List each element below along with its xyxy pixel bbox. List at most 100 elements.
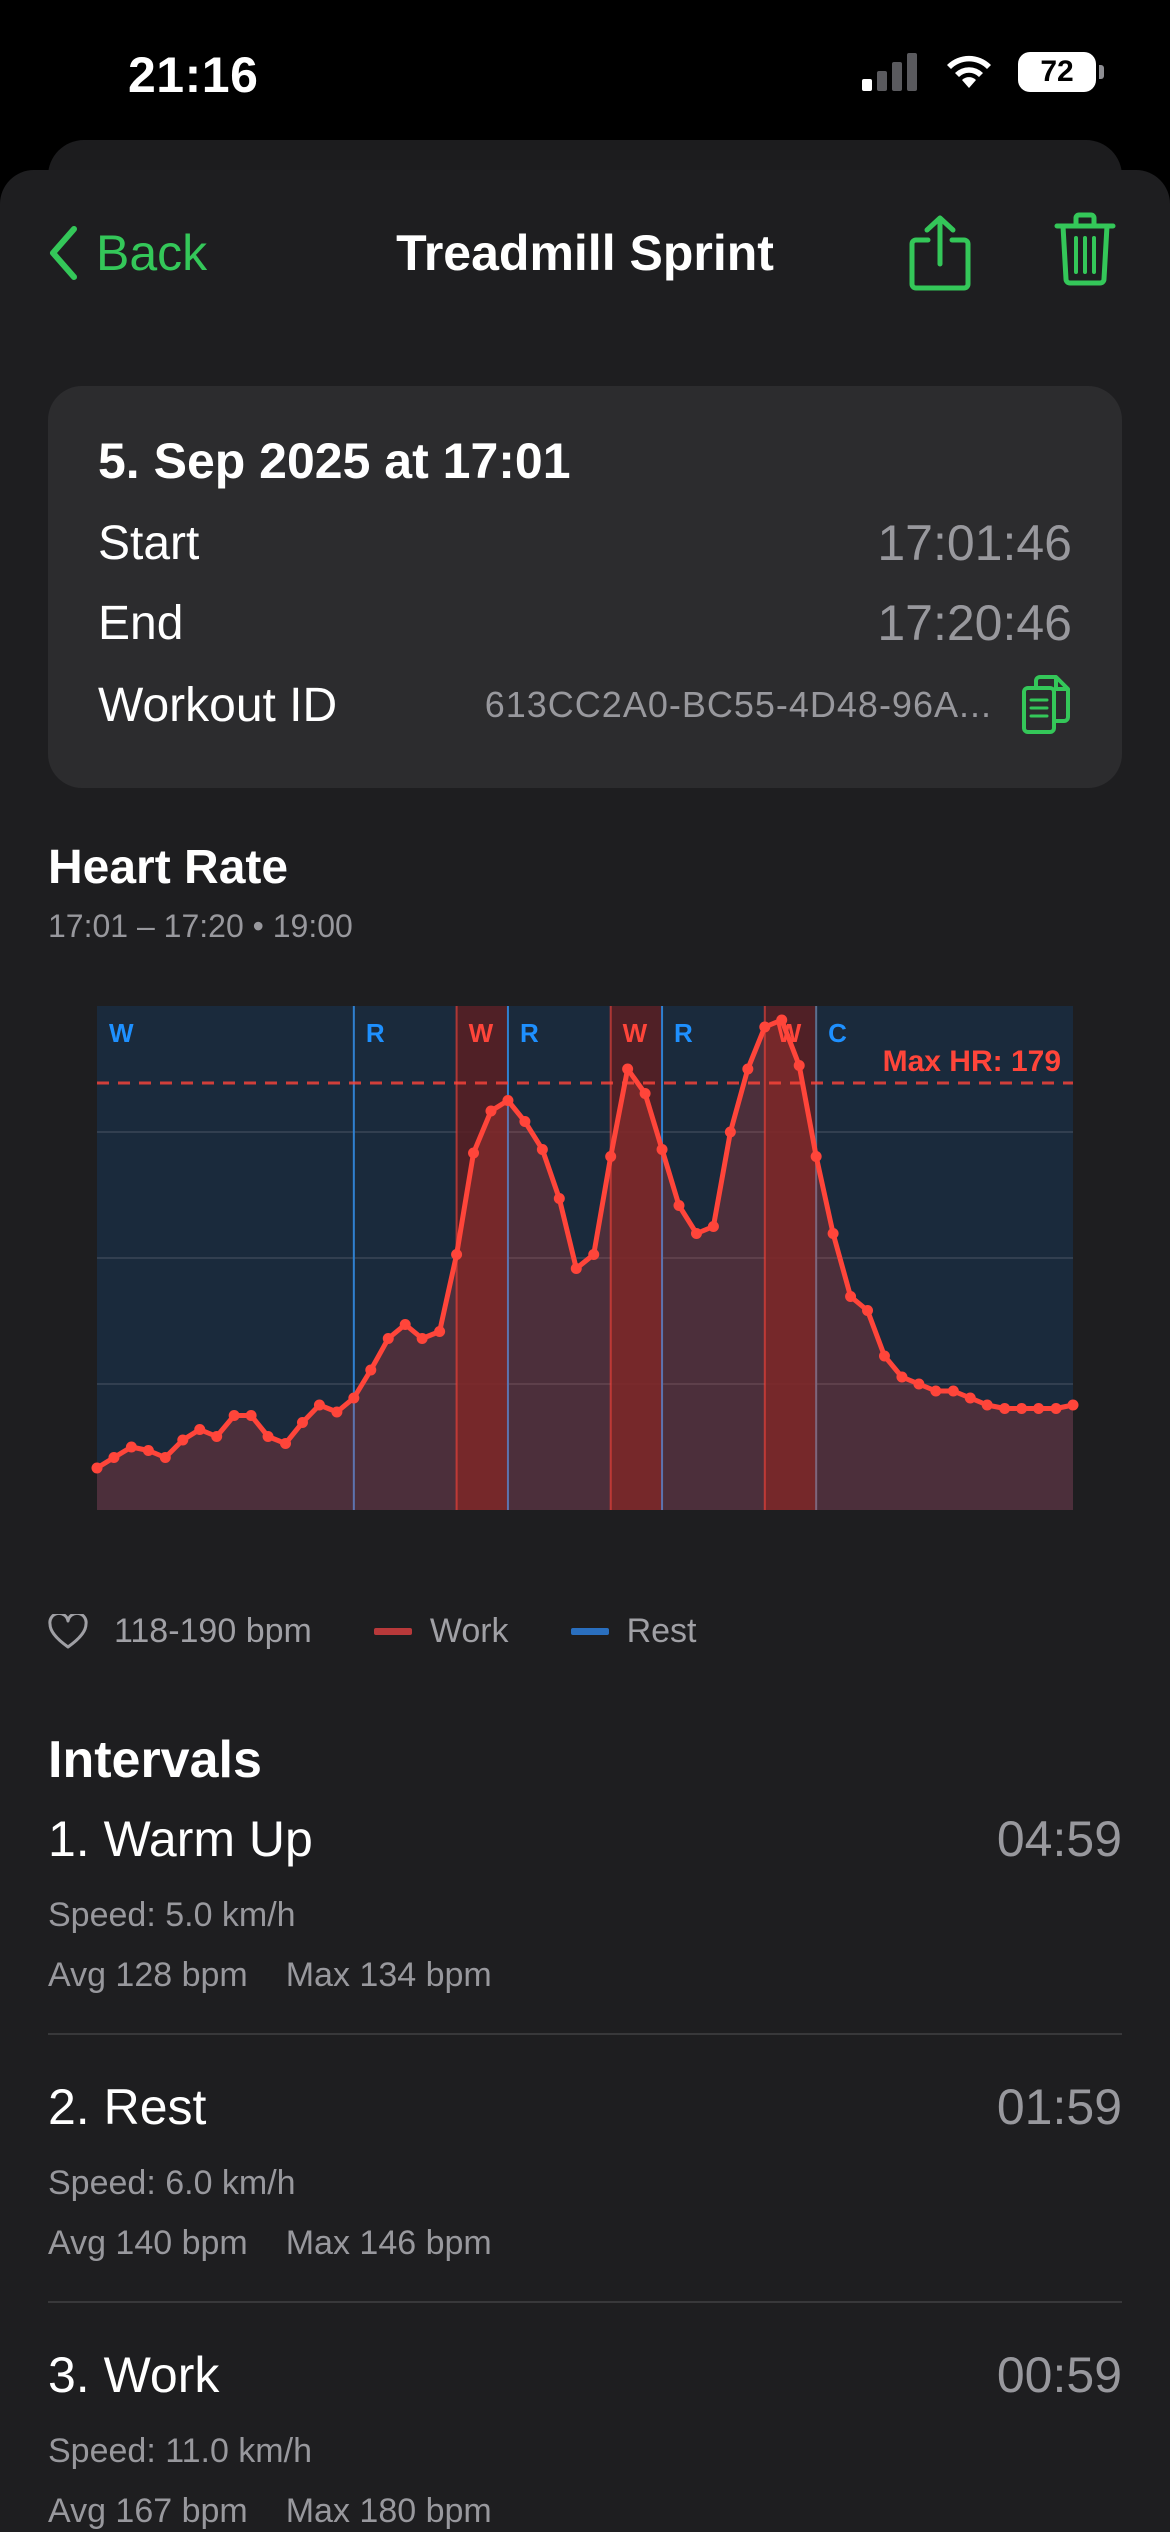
heart-icon: [48, 1613, 88, 1648]
heart-rate-point: [553, 1193, 565, 1204]
heart-rate-point: [913, 1378, 925, 1390]
heart-rate-point: [416, 1333, 428, 1344]
interval-duration: 00:59: [996, 2347, 1122, 2403]
end-row: End 17:20:46: [98, 594, 1072, 652]
workout-detail-sheet: Back Treadmill Sprint 5. Sep 2025 at 17:…: [0, 170, 1170, 2532]
interval-speed: Speed: 6.0 km/h: [48, 2164, 296, 2202]
heart-rate-point: [981, 1399, 993, 1411]
interval-name: 2. Rest: [48, 2079, 207, 2135]
segment-label: R: [520, 1018, 539, 1048]
heart-rate-point: [570, 1263, 582, 1274]
heart-rate-point: [211, 1431, 223, 1442]
heart-rate-point: [776, 1014, 788, 1026]
heart-rate-point: [485, 1105, 497, 1117]
heart-rate-point: [399, 1319, 411, 1330]
heart-rate-title: Heart Rate: [48, 841, 289, 894]
work-legend-label: Work: [429, 1612, 509, 1650]
heart-rate-point: [622, 1063, 634, 1075]
work-segment: [610, 1006, 663, 1510]
workout-id-label: Workout ID: [98, 678, 338, 732]
heart-rate-point: [1016, 1403, 1028, 1414]
rest-legend-swatch: [570, 1628, 609, 1635]
heart-rate-range: 118-190 bpm: [114, 1612, 312, 1650]
heart-rate-point: [930, 1385, 942, 1397]
interval-stats: Avg 140 bpm Max 146 bpm: [48, 2224, 492, 2263]
heart-rate-point: [1050, 1403, 1062, 1414]
work-legend-swatch: [373, 1628, 412, 1635]
heart-rate-point: [1033, 1403, 1045, 1414]
status-icons: 72: [862, 52, 1104, 92]
segment-label: W: [109, 1018, 134, 1048]
workout-id-row: Workout ID 613CC2A0-BC55-4D48-96A...: [98, 674, 1072, 736]
interval-avg-hr: Avg 128 bpm: [48, 1956, 248, 1994]
interval-stats: Avg 167 bpm Max 180 bpm: [48, 2492, 492, 2531]
heart-rate-point: [194, 1424, 206, 1435]
work-segment: [764, 1006, 817, 1510]
interval-max-hr: Max 134 bpm: [285, 1956, 492, 1994]
heart-rate-point: [639, 1088, 651, 1099]
interval-max-hr: Max 180 bpm: [285, 2492, 492, 2530]
rest-legend-label: Rest: [626, 1612, 697, 1650]
heart-rate-area: [97, 1020, 1073, 1510]
heart-rate-point: [382, 1333, 394, 1344]
back-button[interactable]: Back: [48, 224, 207, 282]
max-hr-label: Max HR: 179: [883, 1045, 1061, 1078]
heart-rate-point: [793, 1060, 805, 1071]
status-bar: 21:16 72: [0, 0, 1170, 160]
heart-rate-point: [228, 1410, 240, 1421]
heart-rate-point: [365, 1364, 377, 1376]
segment-label: R: [674, 1018, 693, 1048]
back-label: Back: [96, 225, 208, 281]
heart-rate-point: [313, 1399, 325, 1411]
heart-rate-point: [827, 1228, 839, 1239]
heart-rate-point: [142, 1445, 154, 1456]
heart-rate-point: [878, 1350, 890, 1362]
copy-icon[interactable]: [1020, 674, 1072, 736]
heart-rate-point: [451, 1249, 463, 1260]
work-segment: [456, 1006, 508, 1510]
workout-id-value[interactable]: 613CC2A0-BC55-4D48-96A...: [484, 684, 992, 725]
interval-duration: 04:59: [996, 1811, 1122, 1867]
interval-name: 1. Warm Up: [48, 1811, 313, 1867]
wifi-icon: [947, 55, 991, 88]
segment-label: W: [469, 1018, 494, 1048]
heart-rate-point: [656, 1144, 668, 1155]
heart-rate-point: [605, 1151, 617, 1162]
end-label: End: [98, 596, 184, 650]
heart-rate-point: [947, 1385, 959, 1397]
intervals-title: Intervals: [48, 1731, 262, 1789]
heart-rate-point: [845, 1291, 857, 1302]
heart-rate-subtitle: 17:01 – 17:20 • 19:00: [48, 908, 353, 944]
heart-rate-point: [759, 1021, 771, 1033]
heart-rate-point: [125, 1441, 137, 1453]
interval-avg-hr: Avg 140 bpm: [48, 2224, 248, 2262]
workout-info-card: 5. Sep 2025 at 17:01 Start 17:01:46 End …: [48, 386, 1122, 788]
page-title: Treadmill Sprint: [396, 225, 774, 281]
heart-rate-point: [108, 1452, 120, 1463]
interval-avg-hr: Avg 167 bpm: [48, 2492, 248, 2530]
delete-button[interactable]: [1054, 212, 1116, 291]
heart-rate-point: [348, 1392, 360, 1404]
start-value: 17:01:46: [877, 515, 1072, 571]
share-button[interactable]: [908, 214, 972, 297]
heart-rate-point: [159, 1452, 171, 1463]
interval-stats: Avg 128 bpm Max 134 bpm: [48, 1956, 492, 1995]
heart-rate-point: [434, 1326, 446, 1337]
heart-rate-point: [862, 1305, 874, 1316]
heart-rate-point: [999, 1403, 1011, 1414]
chevron-left-icon: [50, 226, 77, 280]
end-value: 17:20:46: [877, 595, 1072, 651]
nav-bar: Back Treadmill Sprint: [0, 170, 1170, 340]
heart-rate-point: [707, 1221, 719, 1232]
heart-rate-point: [262, 1431, 274, 1442]
heart-rate-point: [245, 1410, 257, 1421]
start-row: Start 17:01:46: [98, 514, 1072, 572]
trash-icon: [1054, 212, 1116, 286]
heart-rate-point: [468, 1147, 480, 1159]
status-time: 21:16: [128, 47, 259, 103]
heart-rate-point: [810, 1151, 822, 1162]
segment-label: W: [623, 1018, 648, 1048]
heart-rate-point: [673, 1200, 685, 1211]
heart-rate-point: [742, 1063, 754, 1075]
